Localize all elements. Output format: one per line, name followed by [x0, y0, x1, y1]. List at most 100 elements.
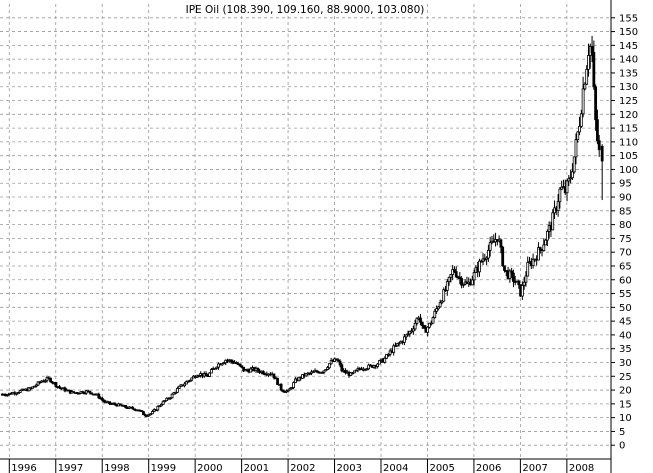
- candle-body: [279, 383, 283, 391]
- candlestick-series: [0, 35, 604, 418]
- candle-body: [574, 139, 578, 158]
- candle: [451, 265, 455, 281]
- candle: [478, 258, 481, 277]
- candle-body: [97, 393, 101, 399]
- candle-body: [569, 177, 573, 180]
- candle-body: [27, 387, 31, 392]
- y-tick-label: 120: [619, 110, 638, 121]
- candle-body: [240, 365, 244, 368]
- candle: [600, 144, 604, 201]
- candle: [587, 43, 590, 77]
- candle-body: [183, 383, 187, 387]
- candle-body: [581, 88, 585, 115]
- candle: [458, 271, 462, 285]
- candle: [590, 35, 594, 63]
- x-tick-label: 1997: [58, 463, 83, 473]
- candle-body: [113, 402, 117, 405]
- candle: [581, 76, 585, 118]
- candle-body: [286, 389, 290, 392]
- candle: [542, 238, 546, 252]
- candle: [574, 133, 578, 165]
- candle-body: [335, 358, 338, 361]
- candle-body: [558, 188, 562, 203]
- x-tick-label: 2004: [383, 463, 408, 473]
- candle-body: [174, 391, 178, 394]
- y-tick-label: 40: [619, 330, 632, 341]
- x-tick-label: 1999: [151, 463, 176, 473]
- candle-body: [88, 390, 92, 394]
- candle-body: [520, 285, 524, 297]
- candle-body: [596, 119, 599, 142]
- x-tick-label: 2002: [290, 463, 315, 473]
- candle-body: [420, 321, 424, 326]
- candle-body: [377, 360, 381, 365]
- candle: [512, 269, 515, 288]
- candle-body: [594, 86, 598, 121]
- y-tick-label: 150: [619, 27, 638, 38]
- candle-body: [503, 265, 506, 271]
- candle: [34, 383, 38, 388]
- y-tick-label: 95: [619, 179, 632, 190]
- candle-body: [118, 403, 122, 406]
- candle-body: [436, 306, 440, 310]
- candle-body: [395, 343, 399, 347]
- candle: [499, 238, 503, 254]
- candle: [433, 309, 437, 319]
- candle-body: [256, 367, 260, 372]
- candle: [508, 268, 512, 283]
- candle: [81, 390, 85, 394]
- candle: [272, 373, 276, 380]
- candle: [158, 405, 161, 408]
- candle: [142, 410, 145, 416]
- candle-body: [386, 353, 390, 356]
- candle: [242, 366, 245, 373]
- candle: [551, 209, 555, 231]
- candle-body: [544, 239, 547, 246]
- candle: [340, 363, 344, 373]
- candle: [517, 279, 521, 289]
- y-tick-label: 5: [619, 427, 625, 438]
- candle-body: [33, 385, 36, 388]
- candle: [503, 265, 506, 273]
- candle-body: [470, 279, 474, 286]
- candle: [579, 109, 583, 129]
- candle: [168, 397, 172, 400]
- y-tick-label: 25: [619, 372, 632, 383]
- candle: [159, 402, 163, 407]
- x-tick-label: 1996: [11, 463, 36, 473]
- candle-body: [428, 322, 431, 328]
- candle: [522, 277, 526, 290]
- candle: [100, 396, 104, 402]
- candle-body: [542, 244, 546, 252]
- y-tick-label: 45: [619, 317, 632, 328]
- candle: [297, 376, 301, 382]
- candle: [558, 187, 562, 209]
- candle: [108, 401, 111, 406]
- candle-body: [18, 390, 22, 393]
- candle: [426, 326, 430, 337]
- candle: [190, 377, 194, 382]
- candle-body: [170, 393, 174, 399]
- candle-body: [159, 403, 163, 407]
- candle-body: [217, 363, 220, 368]
- y-tick-label: 125: [619, 96, 638, 107]
- candle-body: [579, 113, 583, 127]
- candle-body: [301, 374, 304, 379]
- candle: [163, 400, 167, 403]
- x-tick-label: 2006: [476, 463, 501, 473]
- candle: [344, 368, 347, 375]
- candle-body: [238, 363, 242, 367]
- candle-body: [376, 363, 380, 367]
- candle-body: [531, 258, 535, 266]
- y-tick-label: 110: [619, 137, 638, 148]
- candle-body: [551, 212, 555, 231]
- candle: [338, 359, 342, 368]
- y-tick-label: 130: [619, 82, 638, 93]
- x-tick-label: 2007: [522, 463, 547, 473]
- candle: [431, 316, 435, 324]
- candle-body: [34, 384, 38, 387]
- y-tick-label: 60: [619, 275, 632, 286]
- candle-body: [327, 363, 331, 369]
- x-tick-label: 2008: [569, 463, 594, 473]
- candle-body: [403, 336, 406, 343]
